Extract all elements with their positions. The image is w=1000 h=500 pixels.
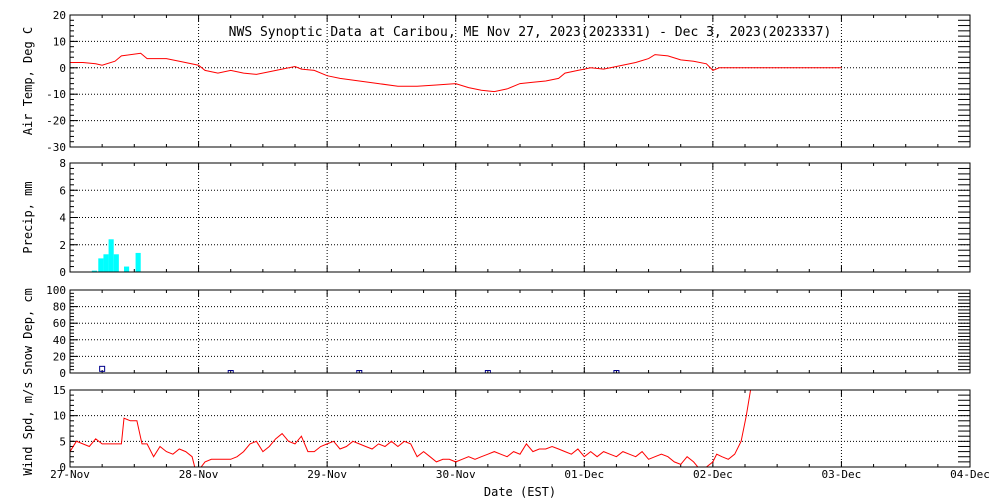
precip-bar xyxy=(135,252,141,272)
panel-data xyxy=(70,52,842,93)
precip-bar xyxy=(103,254,109,272)
y-tick-label: 20 xyxy=(53,9,66,22)
y-tick-label: 15 xyxy=(53,384,66,397)
y-axis-label: Wind Spd, m/s xyxy=(21,382,35,476)
temperature-line xyxy=(70,52,842,93)
precip-bar xyxy=(108,239,114,272)
x-axis-label: Date (EST) xyxy=(484,485,556,499)
x-tick-label: 30-Nov xyxy=(436,468,476,481)
panel-frame xyxy=(69,389,971,468)
x-tick-label: 27-Nov xyxy=(50,468,90,481)
y-axis-label: Air Temp, Deg C xyxy=(21,27,35,135)
x-tick-label: 02-Dec xyxy=(693,468,733,481)
precip-bar xyxy=(91,270,97,272)
y-tick-label: 0 xyxy=(59,62,66,75)
panel-frame xyxy=(69,14,971,148)
snow-depth-marker xyxy=(356,370,363,373)
y-tick-label: 10 xyxy=(53,410,66,423)
precip-bar xyxy=(124,266,130,272)
y-tick-label: -30 xyxy=(46,141,66,154)
y-tick-label: 2 xyxy=(59,239,66,252)
y-tick-label: 60 xyxy=(53,317,66,330)
y-tick-label: -10 xyxy=(46,88,66,101)
y-axis-label: Snow Dep, cm xyxy=(21,288,35,375)
panel-1: -30 -20 -10 0 10 20 Air Temp, Deg C xyxy=(21,9,971,154)
y-tick-label: 8 xyxy=(59,157,66,170)
panel-3: 0 20 40 60 80 100 Snow Dep, cm xyxy=(21,284,971,380)
panel-frame xyxy=(69,162,971,273)
y-tick-label: 0 xyxy=(59,461,66,474)
y-tick-label: 20 xyxy=(53,350,66,363)
x-tick-label: 29-Nov xyxy=(307,468,347,481)
chart-title: NWS Synoptic Data at Caribou, ME Nov 27,… xyxy=(229,25,832,40)
panel-data xyxy=(91,239,141,272)
y-tick-label: 10 xyxy=(53,35,66,48)
y-tick-label: 100 xyxy=(46,284,66,297)
snow-depth-marker xyxy=(227,370,234,373)
y-tick-label: -20 xyxy=(46,115,66,128)
y-tick-label: 6 xyxy=(59,184,66,197)
wind-speed-line xyxy=(70,390,752,467)
y-tick-label: 40 xyxy=(53,334,66,347)
panel-4: 0 5 10 15 Wind Spd, m/s xyxy=(21,382,971,476)
snow-depth-marker xyxy=(99,365,106,372)
y-tick-label: 4 xyxy=(59,212,66,225)
x-tick-label: 03-Dec xyxy=(822,468,862,481)
y-tick-label: 0 xyxy=(59,367,66,380)
x-tick-label: 04-Dec xyxy=(950,468,990,481)
panel-2: 0 2 4 6 8 Precip, mm xyxy=(21,157,971,279)
precip-bar xyxy=(98,258,104,272)
snow-depth-marker xyxy=(484,370,491,373)
snow-depth-marker xyxy=(613,370,620,373)
y-tick-label: 0 xyxy=(59,266,66,279)
x-tick-label: 28-Nov xyxy=(179,468,219,481)
panel-data xyxy=(70,390,752,467)
precip-bar xyxy=(113,254,119,272)
panel-frame xyxy=(69,289,971,374)
y-axis-label: Precip, mm xyxy=(21,181,35,253)
x-tick-label: 01-Dec xyxy=(564,468,604,481)
y-tick-label: 80 xyxy=(53,301,66,314)
panel-data xyxy=(99,365,620,373)
y-tick-label: 5 xyxy=(59,435,66,448)
chart-panels: -30 -20 -10 0 10 20 Air Temp, Deg C 0 2 4 6 8 Precip… xyxy=(21,9,990,481)
